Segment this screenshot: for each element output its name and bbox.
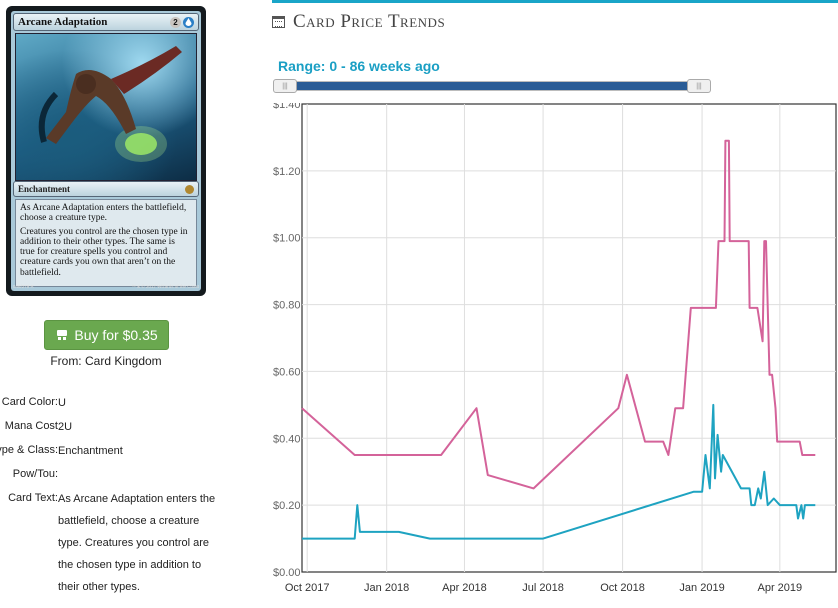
x-tick-label: Jan 2019 bbox=[679, 582, 724, 594]
range-slider-right-handle[interactable]: ||| bbox=[687, 79, 711, 93]
card-image[interactable]: Arcane Adaptation 2 Enchantment bbox=[6, 6, 206, 296]
generic-mana-icon: 2 bbox=[170, 16, 181, 28]
card-artwork bbox=[15, 33, 197, 181]
x-tick-label: Apr 2018 bbox=[442, 582, 487, 594]
card-type-line: Enchantment bbox=[13, 181, 199, 197]
detail-row-card-text: Card Text: As Arcane Adaptation enters t… bbox=[0, 492, 230, 593]
water-drop-icon bbox=[185, 18, 192, 26]
detail-value: As Arcane Adaptation enters the battlefi… bbox=[58, 493, 216, 593]
range-slider-left-handle[interactable]: ||| bbox=[273, 79, 297, 93]
detail-row-color: Card Color: U bbox=[0, 396, 230, 420]
card-type: Enchantment bbox=[18, 184, 71, 194]
detail-label: Mana Cost bbox=[4, 420, 58, 432]
y-tick-label: $1.40 bbox=[273, 103, 301, 111]
y-tick-label: $1.00 bbox=[273, 233, 301, 245]
trends-header: Card Price Trends bbox=[272, 10, 445, 34]
shopping-cart-icon bbox=[55, 329, 69, 341]
x-tick-label: Oct 2018 bbox=[600, 582, 645, 594]
y-tick-label: $1.20 bbox=[273, 166, 301, 178]
detail-label: Card Color: bbox=[1, 396, 58, 408]
plot-area bbox=[301, 103, 837, 573]
mana-cost-icons: 2 bbox=[170, 16, 194, 28]
price-series-line bbox=[301, 139, 816, 490]
detail-row-mana-cost: Mana Cost 2U bbox=[0, 420, 230, 444]
panel-accent-line bbox=[272, 0, 838, 3]
y-tick-label: $0.20 bbox=[273, 500, 301, 512]
card-details: Card Color: U Mana Cost 2U Type & Class:… bbox=[0, 396, 230, 593]
detail-value: U bbox=[58, 397, 66, 409]
rules-paragraph: As Arcane Adaptation enters the battlefi… bbox=[20, 203, 187, 224]
seller-label: From: Card Kingdom bbox=[50, 354, 162, 368]
card-name: Arcane Adaptation bbox=[18, 16, 108, 28]
x-tick-label: Jul 2018 bbox=[522, 582, 564, 594]
card-footer: 046/279 R ™ & © 2017 Wizards of the Coas… bbox=[13, 282, 199, 290]
x-tick-label: Jan 2018 bbox=[364, 582, 409, 594]
x-tick-label: Oct 2017 bbox=[285, 582, 330, 594]
card-copyright: ™ & © 2017 Wizards of the Coast bbox=[131, 283, 199, 289]
trends-title: Card Price Trends bbox=[293, 11, 446, 32]
collector-number: 046/279 R bbox=[13, 283, 34, 289]
price-chart-svg: $0.00 $0.20 $0.40 $0.60 $0.80 $1.00 $1.20 $1.40… bbox=[272, 99, 838, 603]
y-tick-label: $0.40 bbox=[273, 433, 301, 445]
detail-row-pow-tou: Pow/Tou: bbox=[0, 468, 230, 492]
range-label: Range: 0 - 86 weeks ago bbox=[278, 58, 440, 74]
x-tick-label: Apr 2019 bbox=[758, 582, 803, 594]
price-chart: $0.00 $0.20 $0.40 $0.60 $0.80 $1.00 $1.20 $1.40… bbox=[272, 99, 838, 603]
card-art-illustration bbox=[38, 46, 182, 162]
card-frame: Arcane Adaptation 2 Enchantment bbox=[11, 11, 201, 291]
buy-button-label: Buy for $0.35 bbox=[74, 327, 158, 343]
card-rules-text: As Arcane Adaptation enters the battlefi… bbox=[15, 199, 197, 287]
y-tick-label: $0.00 bbox=[273, 567, 301, 579]
buy-button[interactable]: Buy for $0.35 bbox=[44, 320, 169, 350]
set-symbol-icon bbox=[185, 184, 194, 194]
detail-label: Card Text: bbox=[8, 492, 58, 504]
blue-mana-icon bbox=[183, 16, 194, 28]
calendar-icon bbox=[272, 16, 285, 28]
price-series-line bbox=[302, 403, 816, 540]
range-slider-fill bbox=[289, 82, 689, 90]
detail-value: 2U bbox=[58, 421, 73, 433]
rules-paragraph: Creatures you control are the chosen typ… bbox=[20, 226, 188, 278]
detail-value: Enchantment bbox=[58, 445, 123, 457]
detail-row-type: Type & Class: Enchantment bbox=[0, 444, 230, 468]
y-tick-label: $0.80 bbox=[273, 300, 301, 312]
card-title-bar: Arcane Adaptation 2 bbox=[13, 13, 199, 31]
y-tick-label: $0.60 bbox=[273, 366, 301, 378]
detail-label: Pow/Tou: bbox=[12, 468, 58, 480]
range-slider[interactable]: ||| ||| bbox=[273, 79, 711, 93]
detail-label: Type & Class: bbox=[0, 444, 58, 456]
